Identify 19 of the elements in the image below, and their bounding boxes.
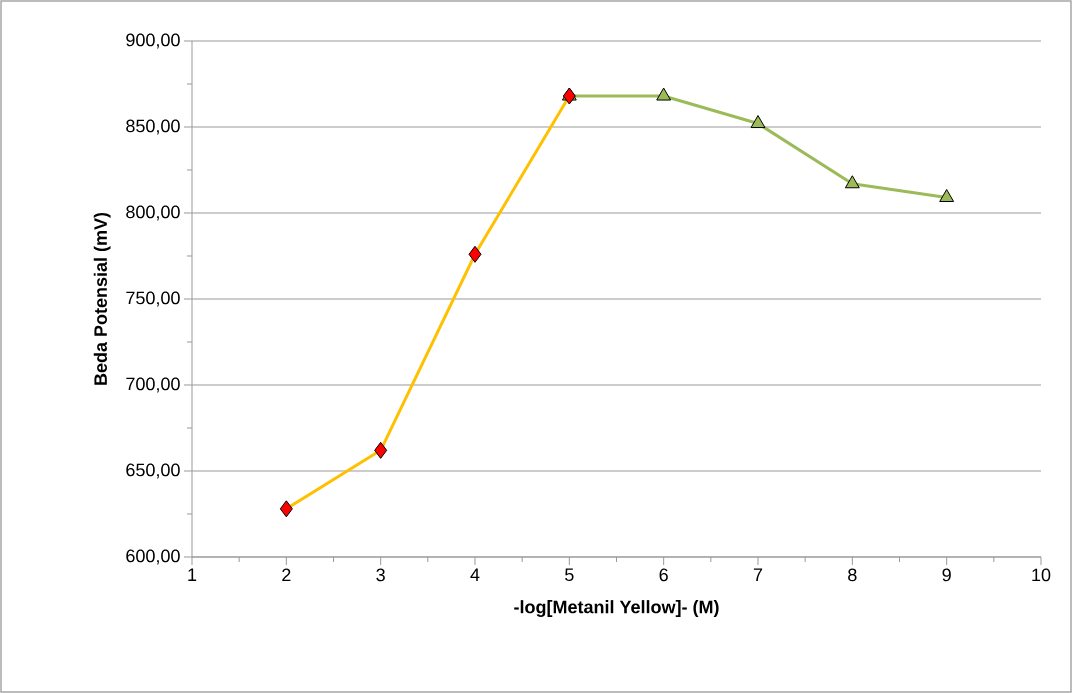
y-tick-label: 650,00 [126,463,180,479]
x-tick-label: 5 [565,568,574,582]
x-tick-label: 2 [282,568,291,582]
y-tick-label: 850,00 [126,119,180,135]
y-tick-label: 800,00 [126,205,180,221]
x-axis-title: -log[Metanil Yellow]- (M) [514,600,719,617]
y-tick-label: 750,00 [126,291,180,307]
x-tick-label: 6 [659,568,668,582]
x-tick-label: 4 [470,568,480,581]
y-tick-label: 900,00 [126,33,180,49]
x-tick-label: 7 [753,568,763,581]
x-tick-label: 1 [188,568,197,581]
y-tick-label: 700,00 [126,377,180,393]
x-tick-label: 3 [376,568,385,582]
x-tick-label: 8 [848,568,857,582]
x-tick-label: 10 [1032,568,1051,582]
y-axis-title: Beda Potensial (mV) [93,212,111,385]
y-tick-label: 600,00 [126,549,180,565]
x-tick-label: 9 [942,568,951,582]
